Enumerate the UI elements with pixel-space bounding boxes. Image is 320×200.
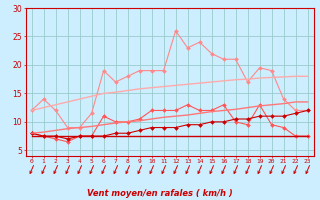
Text: Vent moyen/en rafales ( km/h ): Vent moyen/en rafales ( km/h ) [87,189,233,198]
